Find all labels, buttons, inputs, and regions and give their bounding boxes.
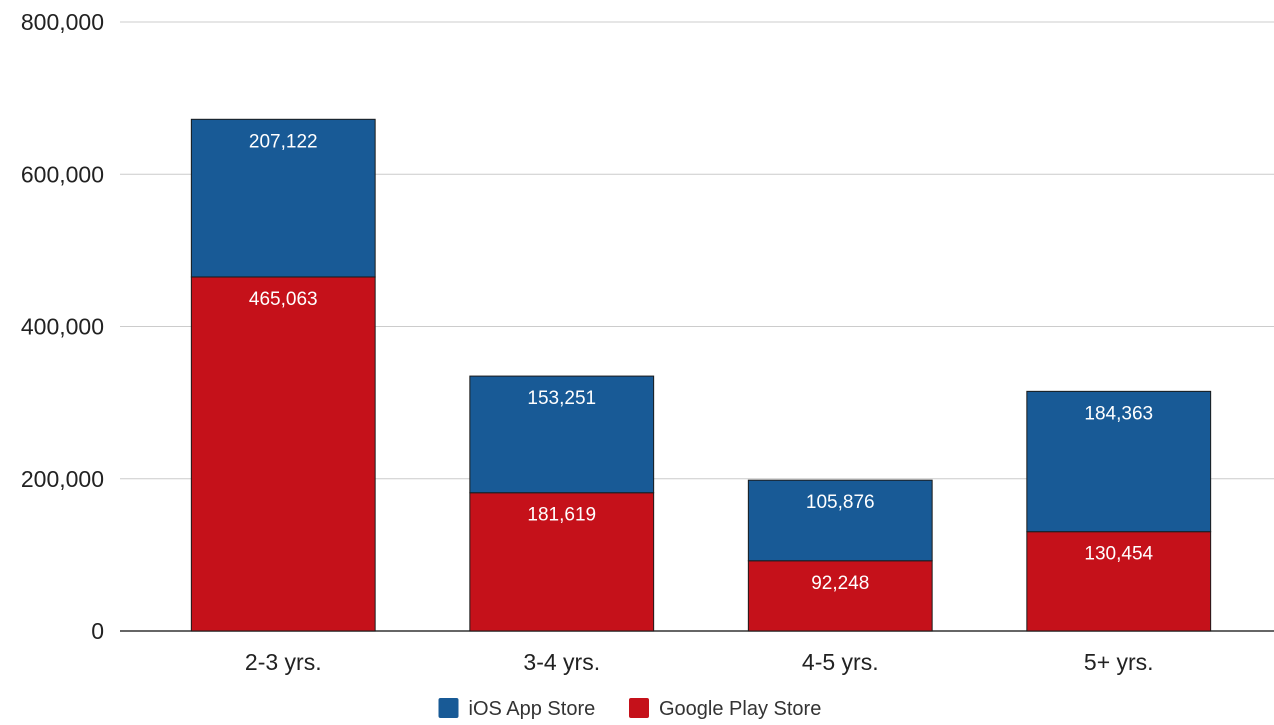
bar-segment [190, 118, 376, 278]
legend: iOS App Store Google Play Store [438, 698, 821, 720]
bar-segment [469, 375, 655, 494]
y-tick-label: 0 [91, 618, 104, 644]
y-axis: 0 200,000 400,000 600,000 800,000 [21, 9, 104, 644]
x-tick-label: 4-5 yrs. [802, 649, 879, 675]
x-tick-label: 5+ yrs. [1084, 649, 1154, 675]
y-tick-label: 200,000 [21, 466, 104, 492]
data-label: 207,122 [249, 131, 318, 152]
y-tick-label: 800,000 [21, 9, 104, 35]
bars: 465,063 207,122 181,619 153,251 92,248 105,87… [190, 118, 1212, 632]
y-tick-label: 400,000 [21, 314, 104, 340]
data-label: 130,454 [1084, 544, 1153, 565]
data-label: 92,248 [811, 573, 869, 594]
data-label: 181,619 [527, 505, 596, 526]
legend-swatch [629, 698, 649, 718]
bar-segment [190, 276, 376, 632]
y-tick-label: 600,000 [21, 161, 104, 187]
bar-segment [1026, 390, 1212, 533]
legend-label: Google Play Store [659, 698, 821, 720]
legend-label: iOS App Store [469, 698, 596, 720]
x-tick-label: 2-3 yrs. [245, 649, 322, 675]
bar-segment [469, 492, 655, 632]
x-tick-label: 3-4 yrs. [523, 649, 600, 675]
data-label: 465,063 [249, 289, 318, 310]
bar-segment [747, 560, 933, 632]
data-label: 105,876 [806, 492, 875, 513]
legend-swatch [438, 698, 459, 718]
x-axis: 2-3 yrs. 3-4 yrs. 4-5 yrs. 5+ yrs. [245, 649, 1154, 675]
bar-segment [747, 479, 933, 562]
data-label: 153,251 [527, 388, 596, 409]
data-label: 184,363 [1084, 403, 1153, 424]
